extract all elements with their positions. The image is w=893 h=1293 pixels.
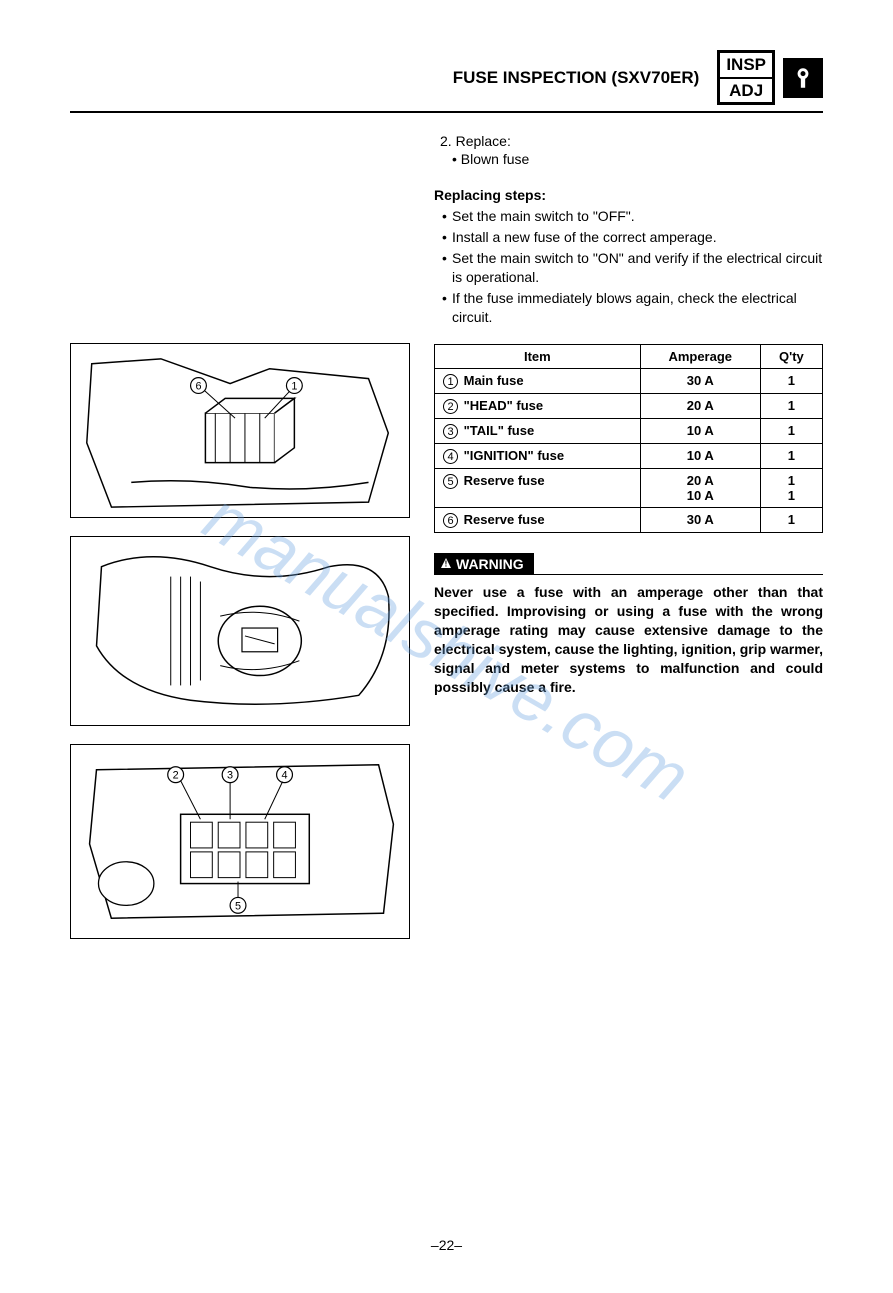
- warning-triangle-icon: !: [440, 556, 452, 572]
- table-row: 4 "IGNITION" fuse10 A1: [435, 444, 823, 469]
- item-cell: 6 Reserve fuse: [435, 508, 641, 533]
- col-amperage: Amperage: [640, 345, 760, 369]
- section-code-bottom: ADJ: [726, 81, 766, 101]
- svg-text:3: 3: [227, 770, 233, 782]
- svg-text:2: 2: [173, 770, 179, 782]
- table-row: 2 "HEAD" fuse20 A1: [435, 394, 823, 419]
- col-item: Item: [435, 345, 641, 369]
- diagram-1: 6 1: [70, 343, 410, 518]
- qty-cell: 1: [760, 419, 822, 444]
- col-qty: Q'ty: [760, 345, 822, 369]
- step-number: 2.: [440, 133, 452, 149]
- qty-cell: 1: [760, 508, 822, 533]
- fuse-table: Item Amperage Q'ty 1 Main fuse30 A12 "HE…: [434, 344, 823, 533]
- step-item: Set the main switch to "ON" and verify i…: [442, 249, 823, 287]
- blown-fuse-text: Blown fuse: [461, 151, 529, 167]
- wrench-icon: [783, 58, 823, 98]
- replacing-steps-heading: Replacing steps:: [434, 187, 823, 203]
- callout-1: 1: [291, 381, 297, 393]
- page-title: FUSE INSPECTION (SXV70ER): [453, 68, 700, 88]
- svg-text:!: !: [445, 560, 448, 569]
- amp-cell: 20 A10 A: [640, 469, 760, 508]
- warning-text: Never use a fuse with an amperage other …: [434, 583, 823, 696]
- amp-cell: 20 A: [640, 394, 760, 419]
- qty-cell: 1: [760, 444, 822, 469]
- page-header: FUSE INSPECTION (SXV70ER) INSP ADJ: [70, 50, 823, 113]
- warning-label-text: WARNING: [456, 556, 524, 572]
- qty-cell: 1: [760, 369, 822, 394]
- warning-label: ! WARNING: [434, 553, 534, 575]
- replace-step: 2. Replace:: [440, 133, 823, 149]
- step-item: If the fuse immediately blows again, che…: [442, 289, 823, 327]
- steps-list: Set the main switch to "OFF". Install a …: [434, 207, 823, 326]
- svg-text:4: 4: [282, 770, 288, 782]
- qty-cell: 1: [760, 394, 822, 419]
- box-divider: [720, 77, 772, 79]
- page-number: –22–: [70, 1237, 823, 1253]
- section-code-top: INSP: [726, 55, 766, 75]
- warning-block: ! WARNING Never use a fuse with an amper…: [434, 553, 823, 696]
- amp-cell: 10 A: [640, 444, 760, 469]
- svg-text:5: 5: [235, 900, 241, 912]
- diagram-column: 6 1: [70, 133, 410, 957]
- amp-cell: 30 A: [640, 369, 760, 394]
- table-row: 5 Reserve fuse20 A10 A11: [435, 469, 823, 508]
- table-row: 6 Reserve fuse30 A1: [435, 508, 823, 533]
- amp-cell: 10 A: [640, 419, 760, 444]
- replace-item: • Blown fuse: [452, 151, 823, 167]
- text-column: 2. Replace: • Blown fuse Replacing steps…: [434, 133, 823, 957]
- callout-6: 6: [195, 381, 201, 393]
- table-row: 3 "TAIL" fuse10 A1: [435, 419, 823, 444]
- section-code-box: INSP ADJ: [717, 50, 775, 105]
- item-cell: 5 Reserve fuse: [435, 469, 641, 508]
- qty-cell: 11: [760, 469, 822, 508]
- step-item: Install a new fuse of the correct ampera…: [442, 228, 823, 247]
- table-row: 1 Main fuse30 A1: [435, 369, 823, 394]
- step-item: Set the main switch to "OFF".: [442, 207, 823, 226]
- diagram-3: 2 3 4 5: [70, 744, 410, 939]
- diagram-2: [70, 536, 410, 726]
- step-label: Replace:: [456, 133, 511, 149]
- amp-cell: 30 A: [640, 508, 760, 533]
- item-cell: 1 Main fuse: [435, 369, 641, 394]
- item-cell: 4 "IGNITION" fuse: [435, 444, 641, 469]
- item-cell: 3 "TAIL" fuse: [435, 419, 641, 444]
- item-cell: 2 "HEAD" fuse: [435, 394, 641, 419]
